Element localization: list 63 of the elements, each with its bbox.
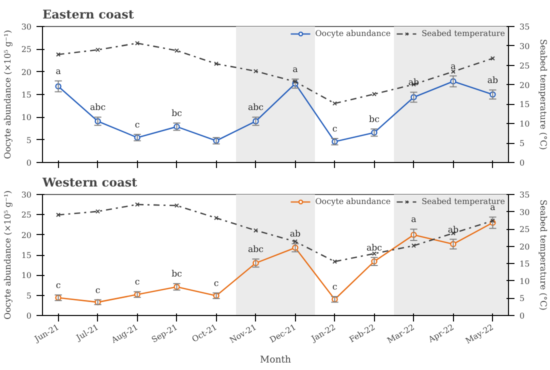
legend-label: Seabed temperature <box>422 197 505 206</box>
y2-tick-label: 15 <box>520 260 530 269</box>
annotation: a <box>292 65 298 76</box>
y-tick-label: 5 <box>26 136 32 145</box>
annotation: c <box>332 124 338 134</box>
y2-axis-title: Seabed temperature (°C) <box>538 39 548 150</box>
y-tick-label: 20 <box>21 68 32 77</box>
y2-tick-label: 30 <box>520 208 530 217</box>
annotation: a <box>411 215 416 226</box>
legend-label: Oocyte abundance <box>315 197 391 206</box>
annotation: bc <box>172 109 182 120</box>
annotation: a <box>450 62 456 72</box>
annotation: ab <box>448 225 460 236</box>
x-axis-title: Month <box>260 354 291 366</box>
annotation: abc <box>366 243 382 254</box>
y2-tick-label: 35 <box>520 190 530 200</box>
annotation: c <box>134 120 140 130</box>
annotation: c <box>95 286 100 296</box>
y-tick-label: 0 <box>26 158 32 168</box>
y-tick-label: 15 <box>21 251 32 260</box>
y2-tick-label: 5 <box>520 294 525 304</box>
y2-tick-label: 35 <box>520 22 530 32</box>
annotation: c <box>214 278 219 289</box>
y2-tick-label: 0 <box>520 158 525 168</box>
y2-tick-label: 25 <box>520 225 530 234</box>
y2-tick-label: 25 <box>520 61 530 70</box>
y-tick-label: 20 <box>21 230 32 240</box>
legend-label: Oocyte abundance <box>315 29 391 38</box>
y2-tick-label: 10 <box>520 276 530 286</box>
y2-axis-title: Seabed temperature (°C) <box>538 200 548 310</box>
annotation: abc <box>90 103 106 114</box>
y-tick-label: 30 <box>21 22 32 32</box>
y-tick-label: 30 <box>21 190 32 200</box>
y-tick-label: 10 <box>21 271 32 280</box>
annotation: c <box>134 278 140 288</box>
y2-tick-label: 0 <box>520 312 525 320</box>
annotation: c <box>332 282 338 293</box>
y2-tick-label: 30 <box>520 42 530 51</box>
y-tick-label: 15 <box>21 90 32 100</box>
y-axis-title: Oocyte abundance (×10⁵ g⁻¹) <box>3 30 14 160</box>
y2-tick-label: 15 <box>520 100 530 110</box>
chart-title: Western coast <box>42 176 138 190</box>
y-tick-label: 10 <box>21 113 32 122</box>
annotation: abc <box>248 103 264 114</box>
y-tick-label: 0 <box>26 312 32 320</box>
y-axis-title: Oocyte abundance (×10⁵ g⁻¹) <box>3 190 14 320</box>
annotation: a <box>56 66 61 77</box>
y-tick-label: 25 <box>21 45 32 54</box>
annotation: ab <box>487 76 499 86</box>
annotation: bc <box>172 270 182 280</box>
chart-title: Eastern coast <box>42 8 134 22</box>
annotation: abc <box>248 245 264 256</box>
y-tick-label: 5 <box>26 291 32 300</box>
y2-tick-label: 20 <box>520 242 530 252</box>
y-tick-label: 25 <box>21 210 32 220</box>
annotation: ab <box>290 230 302 240</box>
y2-tick-label: 20 <box>520 80 530 90</box>
annotation: c <box>56 280 61 291</box>
annotation: bc <box>369 114 380 125</box>
y2-tick-label: 5 <box>520 139 525 148</box>
legend-label: Seabed temperature <box>422 29 505 38</box>
y2-tick-label: 10 <box>520 120 530 129</box>
annotation: a <box>490 203 496 214</box>
